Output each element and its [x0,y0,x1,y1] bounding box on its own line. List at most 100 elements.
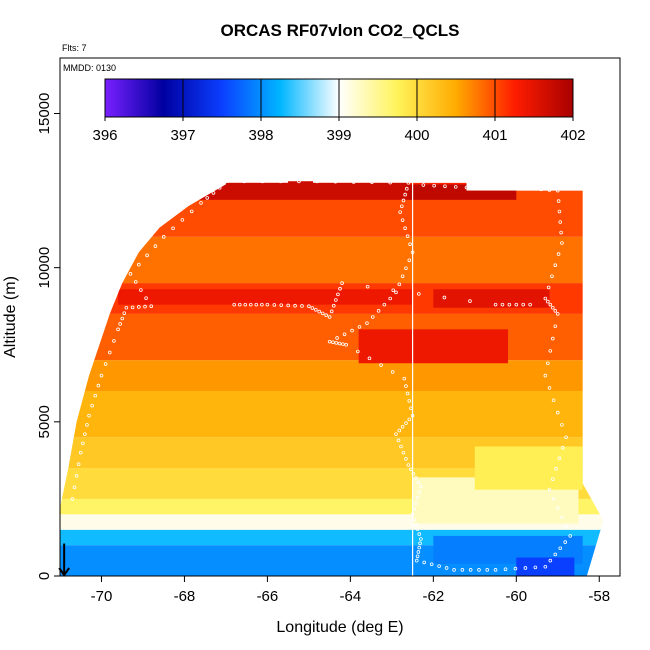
track-point [531,186,535,191]
track-point [382,302,387,307]
track-point [548,558,553,563]
track-point [555,410,560,415]
track-point [556,199,561,203]
track-point [560,515,564,520]
track-point [317,309,322,314]
down-arrow-icon [58,543,70,577]
track-point [329,309,334,314]
track-point [370,180,374,185]
track-point [365,284,370,289]
track-point [149,304,154,309]
track-point [504,185,509,190]
track-point [83,432,87,436]
colorbar-tick-label: 396 [92,127,117,144]
track-point [324,313,328,318]
track-point [153,244,158,248]
track-point [116,327,120,332]
track-point [286,303,290,308]
track-point [443,184,447,189]
track-point [307,304,311,309]
track-point [337,341,342,346]
track-point [144,296,148,300]
x-axis-label: Longitude (deg E) [276,619,403,636]
track-point [400,204,404,209]
chart-title: ORCAS RF07vlon CO2_QCLS [221,21,460,40]
track-point [297,179,301,184]
track-point [417,292,421,296]
track-point [211,191,216,195]
track-point [404,421,408,425]
track-point [468,299,472,303]
y-tick-label: 5000 [36,405,53,438]
track-point [396,438,401,443]
track-point [72,485,77,490]
field-feature [433,289,550,308]
colorbar-tick-label: 397 [170,127,195,144]
colorbar: 396 397 398 399 400 401 402 [92,78,586,144]
track-point [559,230,563,235]
track-point [484,185,489,190]
track-point [414,476,418,480]
track-point [539,187,543,192]
track-point [145,253,149,258]
track-point [415,554,420,559]
track-point [350,328,354,333]
track-point [260,179,265,184]
track-point [327,315,332,319]
track-point [394,290,398,295]
track-point [417,490,422,494]
track-point [76,462,81,467]
field-layer [60,313,604,361]
track-point [356,349,360,354]
field-layer [60,391,604,438]
track-point [365,321,369,325]
track-point [417,532,422,536]
track-point [78,450,83,455]
track-point [407,258,412,263]
colorbar-tick-label: 402 [560,127,585,144]
track-point [335,336,339,340]
track-point [555,312,560,316]
track-point [553,552,558,557]
track-point [415,527,420,531]
track-point [414,501,418,506]
track-point [265,302,270,307]
track-point [547,487,552,492]
track-point [437,564,441,568]
track-point [314,308,318,312]
track-point [407,399,412,403]
track-point [493,568,498,572]
track-point [403,226,407,231]
track-point [546,299,550,304]
track-point [422,560,427,565]
track-point [460,568,465,572]
track-point [408,242,412,247]
track-point [189,209,194,214]
track-point [556,252,561,256]
track-point [99,373,104,378]
y-axis: 0 5000 10000 15000 [36,93,61,580]
track-point [418,541,422,546]
colorbar-tick-label: 400 [404,127,429,144]
track-point [494,185,499,190]
x-tick-label: -70 [91,588,113,605]
colorbar-tick-label: 399 [326,127,351,144]
track-point [137,305,141,309]
field-layer [60,360,604,391]
track-point [331,340,335,345]
track-point [254,302,259,307]
colorbar-tick-label: 401 [482,127,507,144]
track-point [351,180,356,184]
track-point [521,302,526,307]
track-point [334,341,339,345]
track-point [547,188,552,192]
track-point [391,288,396,293]
track-point [564,524,568,529]
track-point [388,180,392,185]
track-point [402,376,407,381]
track-point [300,304,304,308]
y-tick-label: 10000 [36,247,53,289]
track-point [401,450,406,455]
track-point [453,185,458,189]
